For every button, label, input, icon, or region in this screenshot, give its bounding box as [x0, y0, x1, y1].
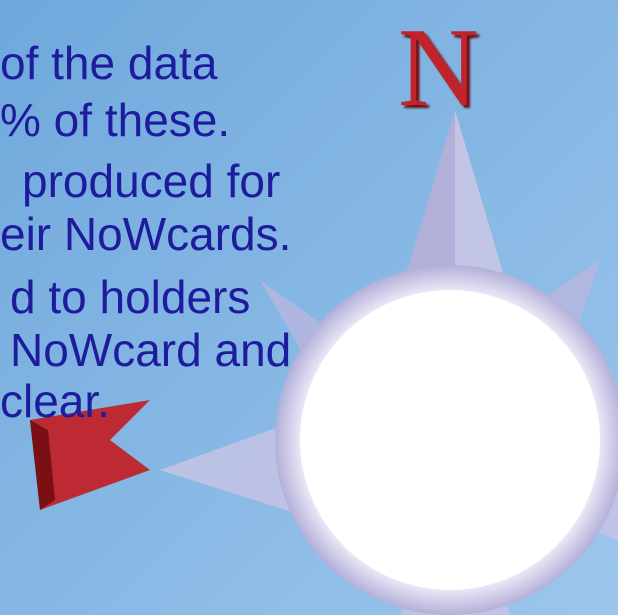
text-line: NoWcard and — [10, 327, 291, 373]
text-line: % of these. — [0, 97, 230, 143]
text-line: d to holders — [10, 274, 250, 320]
text-line: eir NoWcards. — [0, 211, 291, 257]
north-label: N — [398, 12, 479, 124]
slide: N of the data % of these. produced for e… — [0, 0, 618, 615]
text-line: clear. — [0, 378, 110, 424]
text-line: of the data — [0, 40, 217, 86]
text-line: produced for — [22, 158, 280, 204]
